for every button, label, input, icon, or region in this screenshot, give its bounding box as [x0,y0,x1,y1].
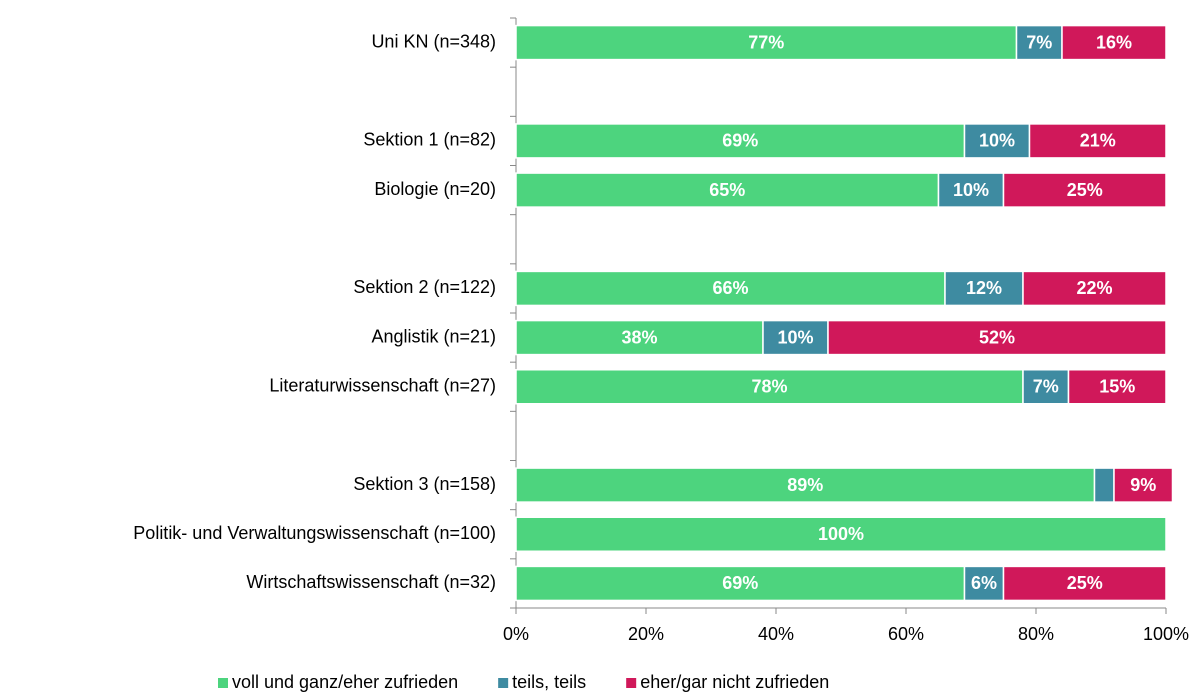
data-label: 77% [748,32,784,52]
bar-segment [1028,123,1167,159]
legend-marker [498,678,509,688]
bar-segment [515,123,966,159]
y-tick-label: Biologie (n=20) [374,179,496,199]
bar-segment [937,172,1005,208]
data-label: 65% [709,180,745,200]
bar-segment [1002,172,1167,208]
bar-segment [515,565,966,602]
bar-segment [1093,467,1115,503]
data-label: 6% [971,573,997,593]
data-label: 16% [1096,32,1132,52]
y-tick-label: Anglistik (n=21) [371,326,496,346]
data-label: 10% [777,327,813,347]
data-label: 21% [1080,131,1116,151]
data-label: 69% [722,131,758,151]
bar-segment [963,123,1031,159]
bar-segment [1113,467,1174,503]
data-label: 78% [751,377,787,397]
data-label: 69% [722,573,758,593]
legend-marker [626,678,637,688]
data-label: 22% [1076,278,1112,298]
bar-segment [944,270,1024,307]
data-label: 100% [818,524,864,544]
y-tick-label: Politik- und Verwaltungswissenschaft (n=… [133,523,496,543]
bar-segment [515,270,946,307]
x-tick-label: 0% [503,624,529,644]
y-tick-label: Uni KN (n=348) [371,31,496,51]
x-tick-label: 40% [758,624,794,644]
bar-segment [515,516,1167,552]
legend-label: voll und ganz/eher zufrieden [232,672,458,692]
bar-segment [963,565,1005,602]
x-tick-label: 80% [1018,624,1054,644]
y-tick-label: Sektion 3 (n=158) [353,474,496,494]
data-label: 25% [1067,180,1103,200]
bar-segment [1061,24,1167,61]
legend-label: teils, teils [512,672,586,692]
bar-segment [1022,369,1070,405]
bar-segment [1002,565,1167,602]
bar-segment [1022,270,1167,307]
data-label: 9% [1130,475,1156,495]
legend-marker [218,678,228,688]
data-label: 38% [621,327,657,347]
bar-segment [515,319,764,356]
bar-segment [762,319,829,356]
data-label: 7% [1026,32,1052,52]
bar-segment [1067,369,1167,405]
y-tick-label: Literaturwissenschaft (n=27) [269,376,496,396]
bar-segment [515,369,1024,405]
data-label: 25% [1067,573,1103,593]
y-tick-label: Sektion 2 (n=122) [353,277,496,297]
data-label: 52% [979,327,1015,347]
x-tick-label: 100% [1143,624,1189,644]
x-tick-label: 60% [888,624,924,644]
data-label: 15% [1099,377,1135,397]
y-tick-label: Wirtschaftswissenschaft (n=32) [246,572,496,592]
legend-label: eher/gar nicht zufrieden [640,672,829,692]
y-tick-label: Sektion 1 (n=82) [363,130,496,150]
bar-segment [827,319,1167,356]
data-label: 89% [787,475,823,495]
data-label: 10% [953,180,989,200]
data-label: 7% [1033,377,1059,397]
data-label: 66% [712,278,748,298]
data-label: 12% [966,278,1002,298]
data-label: 10% [979,131,1015,151]
x-tick-label: 20% [628,624,664,644]
bar-segment [515,467,1096,503]
